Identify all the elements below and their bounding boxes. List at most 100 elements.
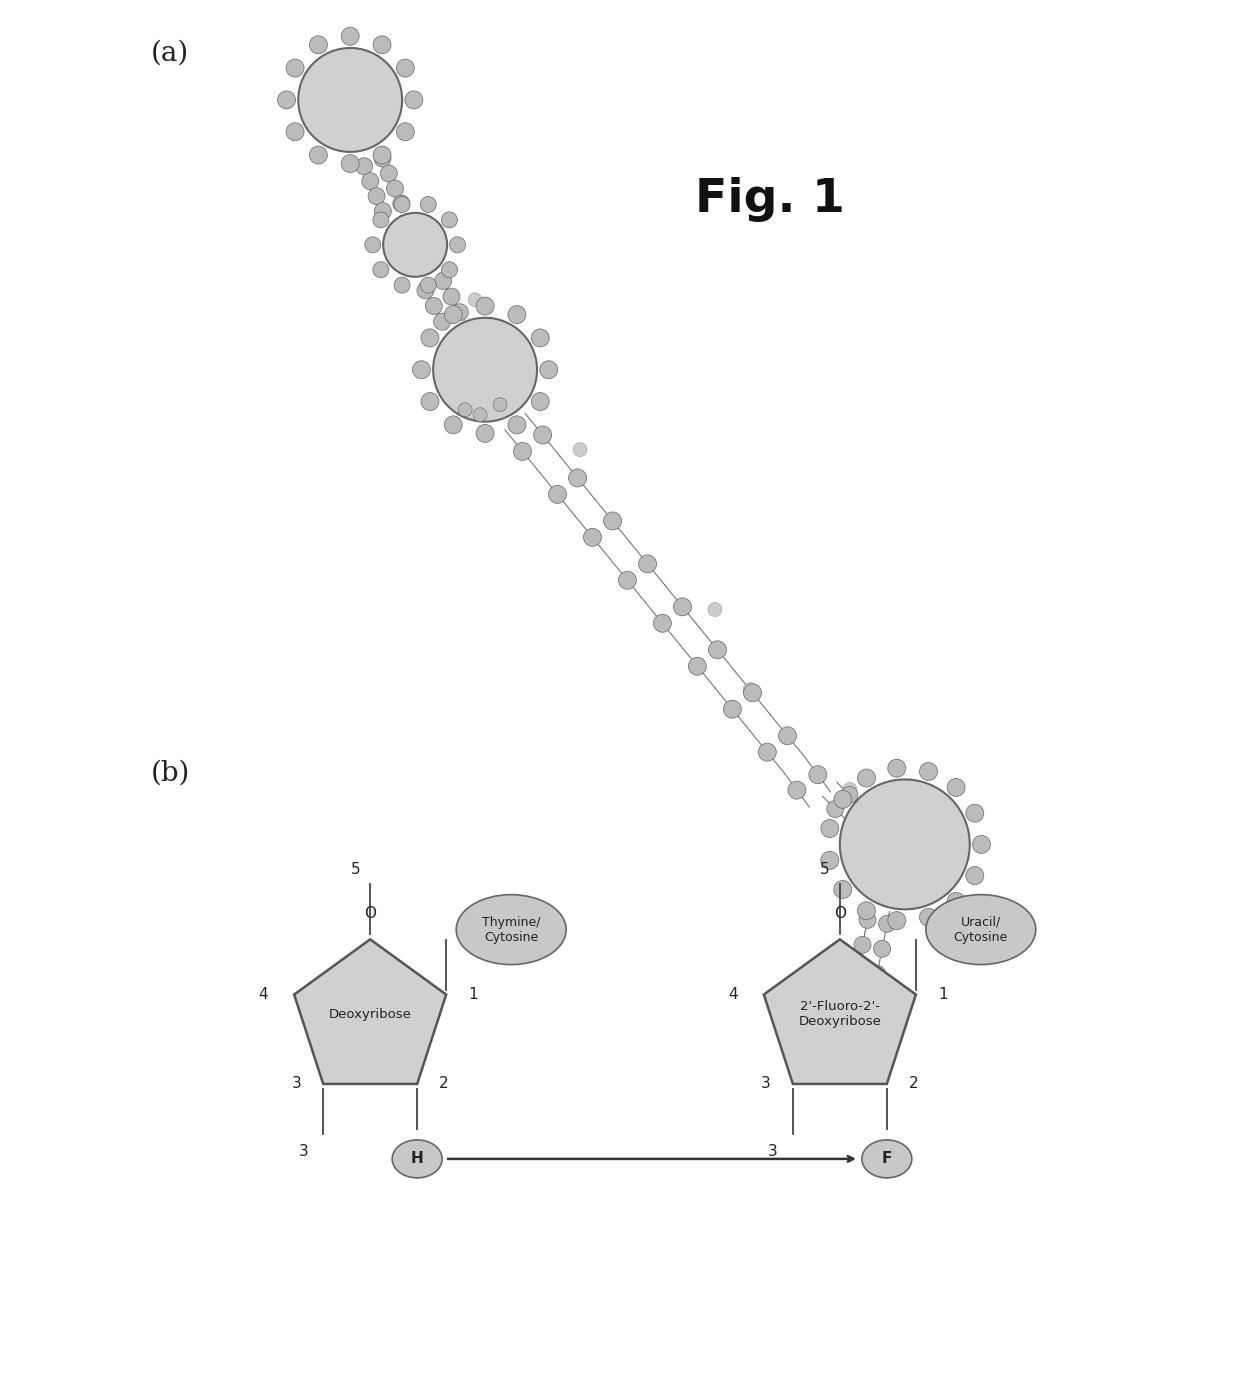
Circle shape [708, 603, 722, 617]
Circle shape [420, 393, 439, 410]
Text: 3: 3 [299, 1144, 308, 1158]
Circle shape [341, 155, 360, 172]
Text: Fig. 1: Fig. 1 [694, 178, 844, 222]
Circle shape [858, 902, 875, 919]
Circle shape [329, 133, 342, 147]
Circle shape [425, 298, 443, 315]
Circle shape [383, 213, 448, 277]
Circle shape [841, 786, 858, 803]
Circle shape [474, 407, 487, 421]
Circle shape [779, 726, 796, 744]
Circle shape [858, 769, 875, 788]
Circle shape [341, 28, 360, 45]
Circle shape [397, 123, 414, 141]
Circle shape [435, 273, 451, 290]
Circle shape [744, 684, 761, 702]
Circle shape [821, 852, 838, 869]
Circle shape [833, 1042, 847, 1056]
Circle shape [947, 893, 965, 911]
Circle shape [508, 416, 526, 434]
Circle shape [966, 804, 983, 823]
Circle shape [653, 614, 671, 632]
Circle shape [476, 424, 494, 442]
Circle shape [286, 59, 304, 77]
Circle shape [531, 329, 549, 347]
Circle shape [373, 145, 391, 164]
Circle shape [708, 641, 727, 659]
Circle shape [619, 571, 636, 589]
Text: O: O [833, 907, 846, 922]
Circle shape [843, 1023, 857, 1037]
Circle shape [920, 908, 937, 926]
Circle shape [639, 555, 656, 572]
Text: 3: 3 [761, 1076, 771, 1091]
Circle shape [420, 196, 436, 213]
Text: 3: 3 [768, 1144, 777, 1158]
Circle shape [309, 145, 327, 164]
Circle shape [420, 277, 436, 294]
Text: Deoxyribose: Deoxyribose [329, 1007, 412, 1021]
Circle shape [947, 778, 965, 796]
Circle shape [879, 915, 895, 932]
Circle shape [387, 180, 403, 197]
Text: (a): (a) [150, 41, 188, 67]
Circle shape [373, 36, 391, 53]
Circle shape [513, 442, 532, 460]
Circle shape [381, 165, 397, 182]
Circle shape [743, 683, 756, 697]
Text: 4: 4 [728, 988, 738, 1002]
Circle shape [374, 150, 391, 166]
Circle shape [309, 36, 327, 53]
Text: F: F [882, 1151, 892, 1167]
Circle shape [888, 912, 905, 929]
Circle shape [972, 835, 991, 853]
Text: 2: 2 [439, 1076, 449, 1091]
Circle shape [833, 880, 852, 898]
Circle shape [476, 297, 494, 315]
Circle shape [494, 397, 507, 411]
Circle shape [441, 262, 458, 278]
Circle shape [404, 91, 423, 109]
Circle shape [759, 743, 776, 761]
Text: 5: 5 [351, 862, 360, 877]
Circle shape [823, 1058, 837, 1072]
Text: 3: 3 [291, 1076, 301, 1091]
Ellipse shape [926, 894, 1035, 964]
Circle shape [688, 658, 707, 676]
Circle shape [827, 800, 843, 817]
Circle shape [420, 329, 439, 347]
Ellipse shape [862, 1140, 911, 1178]
Circle shape [368, 187, 386, 204]
Circle shape [397, 59, 414, 77]
Circle shape [573, 442, 587, 456]
Text: H: H [410, 1151, 424, 1167]
Ellipse shape [456, 894, 567, 964]
Circle shape [853, 1002, 867, 1016]
Circle shape [433, 318, 537, 421]
Text: 1: 1 [937, 988, 947, 1002]
Circle shape [854, 936, 870, 953]
Circle shape [444, 416, 463, 434]
Circle shape [394, 277, 410, 294]
Circle shape [839, 779, 970, 909]
Circle shape [373, 262, 389, 278]
Text: O: O [365, 907, 376, 922]
Circle shape [531, 393, 549, 410]
Circle shape [569, 469, 587, 487]
Circle shape [469, 292, 482, 306]
Circle shape [393, 194, 409, 213]
Circle shape [356, 158, 372, 175]
Circle shape [533, 425, 552, 443]
Text: 2: 2 [909, 1076, 919, 1091]
Circle shape [848, 824, 866, 842]
Text: 5: 5 [820, 862, 830, 877]
Circle shape [548, 485, 567, 504]
Circle shape [849, 961, 866, 978]
Text: Uracil/
Cytosine: Uracil/ Cytosine [954, 915, 1008, 943]
Circle shape [888, 760, 905, 778]
Text: (b): (b) [150, 760, 190, 786]
Circle shape [874, 940, 890, 957]
Circle shape [723, 701, 742, 718]
Circle shape [413, 361, 430, 379]
Circle shape [286, 123, 304, 141]
